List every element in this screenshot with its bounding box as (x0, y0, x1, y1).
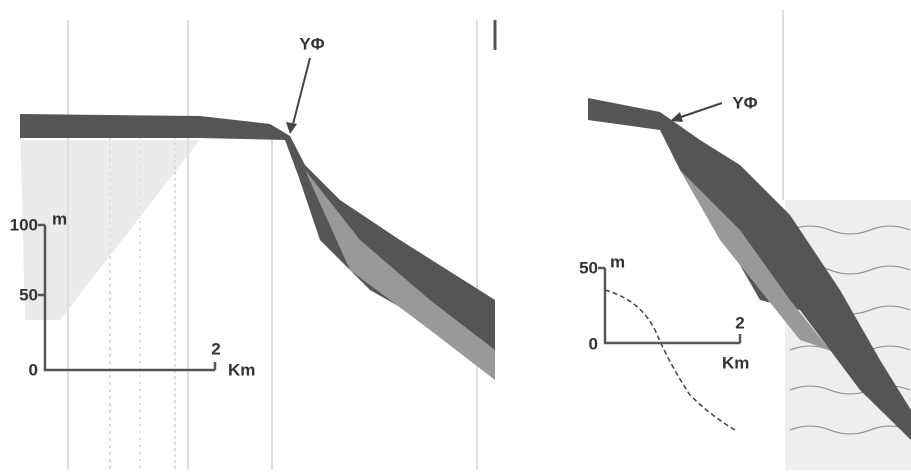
y-label: 0 (589, 334, 598, 353)
x-label: 2 (735, 313, 744, 332)
x-unit: Km (228, 360, 255, 379)
y-label: 50 (19, 285, 38, 304)
y-label: 50 (579, 258, 598, 277)
y-label: 0 (29, 360, 38, 379)
annotation: YΦ (299, 34, 324, 53)
x-unit: Km (722, 353, 749, 372)
y-unit: m (610, 252, 625, 271)
y-unit: m (52, 209, 67, 228)
x-label: 2 (211, 339, 220, 358)
figure: YΦ 100 m 50 0 2 Km YΦ 50 m 0 2 Km (0, 0, 911, 474)
y-label: 100 (10, 215, 38, 234)
annotation: YΦ (732, 93, 757, 112)
